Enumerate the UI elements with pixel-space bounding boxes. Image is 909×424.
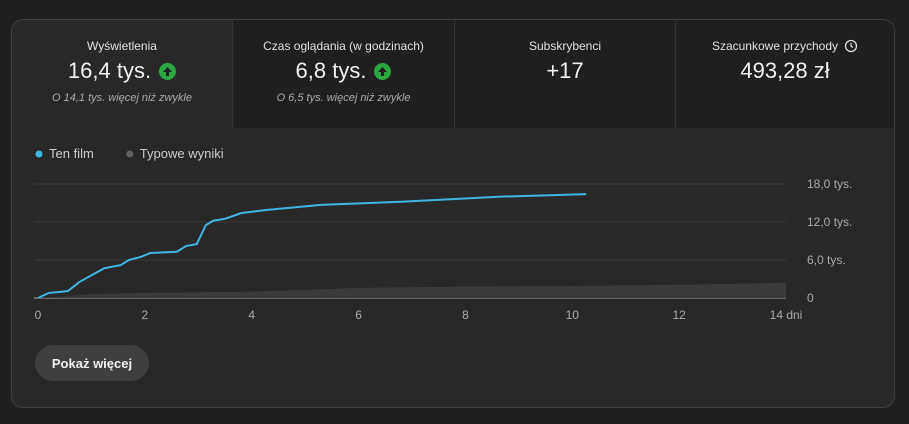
show-more-button[interactable]: Pokaż więcej [35, 345, 149, 381]
y-tick-label: 0 [807, 291, 814, 305]
metric-tab[interactable]: Szacunkowe przychody 493,28 zł [675, 20, 894, 128]
y-tick-label: 18,0 tys. [807, 177, 852, 191]
metric-label: Subskrybenci [528, 39, 602, 53]
legend-dot [126, 150, 134, 158]
metric-label-row: Szacunkowe przychody [676, 39, 894, 53]
up-icon [159, 62, 177, 80]
legend-label: Ten film [49, 146, 94, 161]
metric-value: 6,8 tys. [295, 58, 367, 83]
metric-tab[interactable]: Czas oglądania (w godzinach) 6,8 tys. O … [232, 20, 454, 128]
metric-label: Czas oglądania (w godzinach) [263, 39, 424, 53]
legend-label: Typowe wyniki [140, 146, 224, 161]
analytics-card: Wyświetlenia 16,4 tys. O 14,1 tys. więce… [11, 19, 895, 408]
metric-label: Szacunkowe przychody [711, 39, 839, 53]
metric-tabs: Wyświetlenia 16,4 tys. O 14,1 tys. więce… [12, 20, 894, 128]
metric-note: O 6,5 tys. więcej niż zwykle [276, 92, 411, 104]
x-tick-label: 8 [462, 308, 469, 322]
metric-value: 16,4 tys. [67, 58, 152, 83]
metric-tab[interactable]: Wyświetlenia 16,4 tys. O 14,1 tys. więce… [12, 20, 232, 128]
typical-area [38, 282, 786, 298]
x-tick-label: 0 [35, 308, 42, 322]
x-tick-label: 12 [672, 308, 686, 322]
x-tick-label: 2 [142, 308, 149, 322]
y-tick-label: 6,0 tys. [807, 253, 846, 267]
x-tick-label: 10 [566, 308, 580, 322]
metric-note: O 14,1 tys. więcej niż zwykle [52, 92, 192, 104]
metric-label: Wyświetlenia [87, 39, 157, 53]
legend-dot [35, 150, 43, 158]
chart: Ten film Typowe wyniki 0 6,0 tys. 12,0 tys. 1… [34, 146, 852, 322]
metric-value: 493,28 zł [740, 58, 830, 83]
metric-value: +17 [546, 58, 584, 83]
up-icon [374, 62, 392, 80]
x-tick-label: 6 [355, 308, 362, 322]
y-tick-label: 12,0 tys. [807, 215, 852, 229]
x-tick-label: 14 dni [770, 308, 803, 322]
series-line [37, 193, 587, 299]
metric-tab[interactable]: Subskrybenci +17 [454, 20, 675, 128]
x-tick-label: 4 [248, 308, 255, 322]
clock-icon [844, 39, 858, 53]
